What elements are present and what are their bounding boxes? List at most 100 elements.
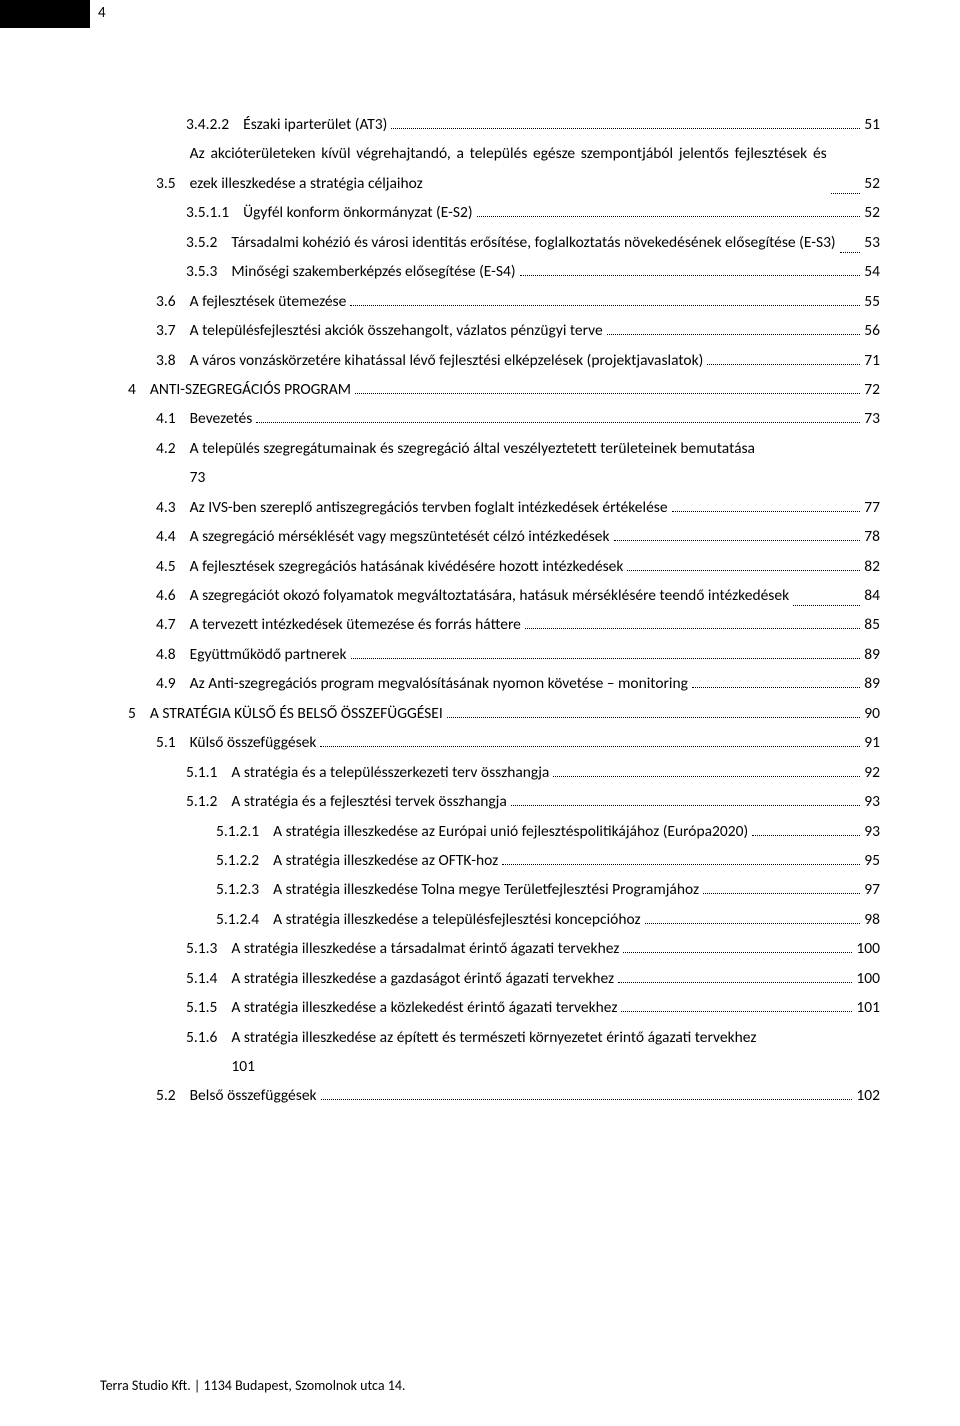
toc-title: Északi iparterület (AT3)	[243, 110, 387, 139]
toc-number: 4.5	[156, 552, 190, 581]
toc-entry: 4.9Az Anti-szegregációs program megvalós…	[156, 669, 880, 698]
toc-page: 93	[864, 787, 880, 816]
toc-title: Belső összefüggések	[190, 1081, 317, 1110]
toc-page: 102	[856, 1081, 880, 1110]
toc-title: A STRATÉGIA KÜLSŐ ÉS BELSŐ ÖSSZEFÜGGÉSEI	[150, 699, 443, 728]
toc-number: 5.1.2.2	[216, 846, 273, 875]
toc-entry: 5.1.5A stratégia illeszkedése a közleked…	[186, 993, 880, 1022]
toc-entry: 5.1.2.4A stratégia illeszkedése a telepü…	[216, 905, 880, 934]
toc-entry: 4.4A szegregáció mérséklését vagy megszü…	[156, 522, 880, 551]
toc-entry: 5.1.2.2A stratégia illeszkedése az OFTK-…	[216, 846, 880, 875]
toc-title: A stratégia illeszkedése a gazdaságot ér…	[231, 964, 614, 993]
toc-page: 101	[231, 1052, 255, 1081]
toc-title: Együttműködő partnerek	[190, 640, 347, 669]
toc-number: 5.1.6	[186, 1023, 231, 1052]
toc-number: 4	[128, 375, 150, 404]
toc-title: A stratégia illeszkedése a társadalmat é…	[231, 934, 619, 963]
toc-entry: 4.2A település szegregátumainak és szegr…	[156, 434, 880, 463]
toc-entry: 4.6A szegregációt okozó folyamatok megvá…	[156, 581, 880, 610]
toc-entry: 4.1Bevezetés73	[156, 404, 880, 433]
toc-entry: 5.1.2.1A stratégia illeszkedése az Európ…	[216, 817, 880, 846]
toc-title: Minőségi szakemberképzés elősegítése (E-…	[231, 257, 515, 286]
toc-page: 52	[864, 198, 880, 227]
toc-entry: 3.5.3Minőségi szakemberképzés elősegítés…	[186, 257, 880, 286]
toc-title: Ügyfél konform önkormányzat (E-S2)	[243, 198, 472, 227]
toc-number: 5.1.1	[186, 758, 231, 787]
toc-page: 72	[864, 375, 880, 404]
toc-title: A település szegregátumainak és szegregá…	[190, 434, 880, 463]
toc-number: 4.8	[156, 640, 190, 669]
toc-entry: 3.8A város vonzáskörzetére kihatással lé…	[156, 346, 880, 375]
toc-page: 55	[864, 287, 880, 316]
toc-entry: 3.5Az akcióterületeken kívül végrehajtan…	[156, 139, 880, 198]
toc-page: 71	[864, 346, 880, 375]
toc-entry: 5.1.3A stratégia illeszkedése a társadal…	[186, 934, 880, 963]
toc-page: 98	[864, 905, 880, 934]
toc-page: 95	[864, 846, 880, 875]
toc-number: 4.7	[156, 610, 190, 639]
toc-content: 3.4.2.2Északi iparterület (AT3)513.5Az a…	[0, 0, 960, 1111]
toc-number: 5.1	[156, 728, 190, 757]
toc-entry: 4.3Az IVS-ben szereplő antiszegregációs …	[156, 493, 880, 522]
toc-entry-continuation: 4.273	[156, 463, 880, 492]
toc-title: A stratégia illeszkedése a közlekedést é…	[231, 993, 617, 1022]
toc-entry: 3.5.1.1Ügyfél konform önkormányzat (E-S2…	[186, 198, 880, 227]
toc-page: 90	[864, 699, 880, 728]
toc-title: Bevezetés	[190, 404, 253, 433]
toc-number: 5.2	[156, 1081, 190, 1110]
toc-entry: 4.5A fejlesztések szegregációs hatásának…	[156, 552, 880, 581]
toc-number: 4.9	[156, 669, 190, 698]
toc-page: 52	[864, 169, 880, 198]
toc-title: Társadalmi kohézió és városi identitás e…	[231, 228, 835, 257]
toc-page: 77	[864, 493, 880, 522]
toc-number: 3.5.3	[186, 257, 231, 286]
toc-page: 89	[864, 669, 880, 698]
toc-number: 3.4.2.2	[186, 110, 243, 139]
toc-entry: 5.1.1A stratégia és a településszerkezet…	[186, 758, 880, 787]
toc-number: 5.1.2	[186, 787, 231, 816]
toc-page: 53	[864, 228, 880, 257]
toc-entry: 3.4.2.2Északi iparterület (AT3)51	[186, 110, 880, 139]
toc-number: 5.1.5	[186, 993, 231, 1022]
toc-number: 3.7	[156, 316, 190, 345]
toc-title: A stratégia illeszkedése a településfejl…	[273, 905, 640, 934]
toc-number: 4.4	[156, 522, 190, 551]
toc-number: 4.2	[156, 434, 190, 463]
toc-title: A stratégia illeszkedése Tolna megye Ter…	[273, 875, 699, 904]
toc-entry: 3.5.2Társadalmi kohézió és városi identi…	[186, 228, 880, 257]
toc-number: 3.6	[156, 287, 190, 316]
toc-page: 54	[864, 257, 880, 286]
toc-number: 5.1.2.1	[216, 817, 273, 846]
toc-page: 73	[190, 463, 206, 492]
toc-title: Az akcióterületeken kívül végrehajtandó,…	[190, 139, 827, 198]
toc-page: 82	[864, 552, 880, 581]
toc-page: 73	[864, 404, 880, 433]
toc-title: A településfejlesztési akciók összehango…	[190, 316, 603, 345]
toc-title: A város vonzáskörzetére kihatással lévő …	[190, 346, 704, 375]
toc-entry: 4ANTI-SZEGREGÁCIÓS PROGRAM72	[128, 375, 880, 404]
toc-entry: 5.1.2A stratégia és a fejlesztési tervek…	[186, 787, 880, 816]
toc-title: A stratégia és a fejlesztési tervek össz…	[231, 787, 506, 816]
toc-title: Az Anti-szegregációs program megvalósítá…	[190, 669, 688, 698]
toc-title: A stratégia illeszkedése az OFTK-hoz	[273, 846, 498, 875]
toc-page: 101	[856, 993, 880, 1022]
toc-page: 91	[864, 728, 880, 757]
toc-page: 56	[864, 316, 880, 345]
toc-page: 92	[864, 758, 880, 787]
toc-title: A fejlesztések szegregációs hatásának ki…	[190, 552, 624, 581]
footer-text: Terra Studio Kft. | 1134 Budapest, Szomo…	[100, 1377, 405, 1394]
toc-entry: 3.7A településfejlesztési akciók összeha…	[156, 316, 880, 345]
toc-number: 4.6	[156, 581, 190, 610]
toc-page: 97	[864, 875, 880, 904]
toc-number: 3.8	[156, 346, 190, 375]
toc-title: A fejlesztések ütemezése	[190, 287, 347, 316]
toc-number: 5.1.2.4	[216, 905, 273, 934]
toc-entry: 5.1.2.3A stratégia illeszkedése Tolna me…	[216, 875, 880, 904]
toc-number: 3.5	[156, 169, 190, 198]
toc-number: 5.1.3	[186, 934, 231, 963]
toc-page: 78	[864, 522, 880, 551]
toc-entry-continuation: 5.1.6101	[186, 1052, 880, 1081]
toc-number: 3.5.1.1	[186, 198, 243, 227]
toc-title: A tervezett intézkedések ütemezése és fo…	[190, 610, 521, 639]
toc-page: 85	[864, 610, 880, 639]
